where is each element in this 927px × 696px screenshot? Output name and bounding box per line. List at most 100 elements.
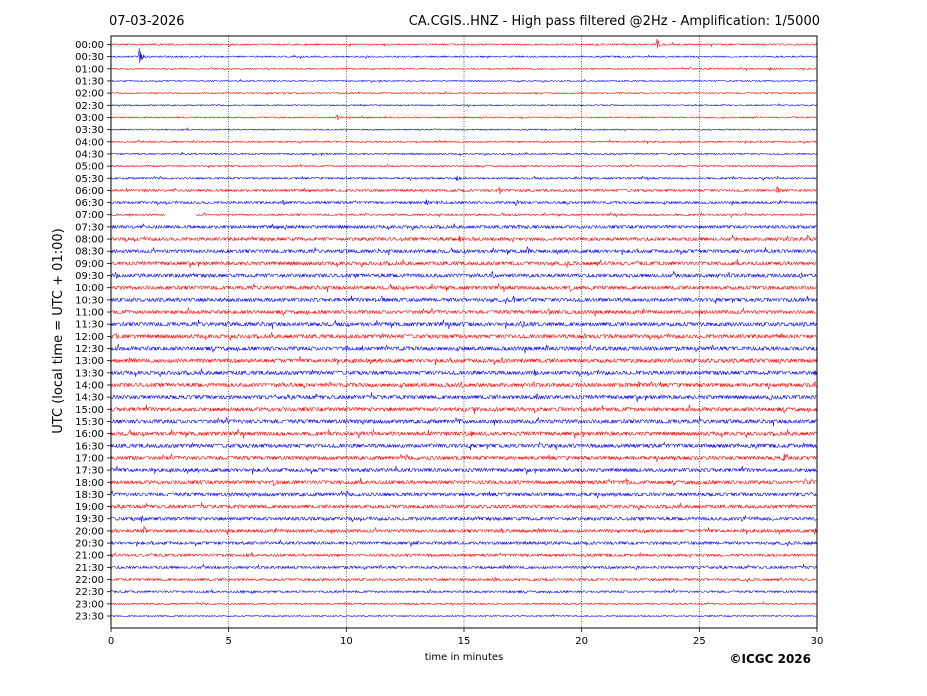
y-tick-label: 20:30 (75, 539, 104, 550)
trace-2030 (110, 539, 817, 547)
trace-2330 (110, 613, 817, 618)
trace-1900 (110, 502, 817, 512)
y-tick-label: 14:30 (75, 393, 104, 404)
y-tick-label: 07:30 (75, 222, 104, 233)
y-tick-label: 22:00 (75, 575, 104, 586)
y-tick-label: 00:30 (75, 52, 104, 63)
y-axis-label: UTC (local time = UTC + 01:00) (51, 228, 66, 433)
chart-date-title: 07-03-2026 (109, 14, 185, 29)
trace-0300 (110, 114, 817, 121)
y-tick-label: 09:30 (75, 271, 104, 282)
y-tick-label: 02:00 (75, 89, 104, 100)
trace-0530 (110, 175, 817, 182)
y-tick-label: 01:30 (75, 76, 104, 87)
trace-0730 (110, 223, 817, 232)
y-tick-label: 12:30 (75, 344, 104, 355)
trace-2230 (110, 588, 817, 595)
x-axis: 0 5 10 15 20 25 30 (108, 628, 824, 647)
trace-0900 (110, 258, 817, 268)
trace-1200 (110, 332, 817, 341)
trace-1930 (110, 515, 817, 523)
trace-1230 (110, 343, 817, 354)
y-tick-label: 06:00 (75, 186, 104, 197)
y-tick-label: 06:30 (75, 198, 104, 209)
trace-0630 (110, 199, 817, 206)
y-tick-label: 08:30 (75, 247, 104, 258)
x-axis-label: time in minutes (425, 652, 504, 663)
y-tick-label: 10:00 (75, 283, 104, 294)
trace-2130 (110, 563, 817, 571)
y-tick-label: 00:00 (75, 40, 104, 51)
y-tick-label: 05:00 (75, 162, 104, 173)
x-tick-label: 25 (693, 636, 706, 647)
y-tick-label: 18:00 (75, 478, 104, 489)
trace-1700 (110, 453, 817, 462)
trace-0430 (110, 151, 817, 157)
trace-1530 (110, 417, 817, 427)
trace-1300 (110, 356, 817, 366)
y-tick-label: 09:00 (75, 259, 104, 270)
x-tick-label: 5 (225, 636, 231, 647)
trace-0700 (110, 211, 817, 218)
x-tick-label: 0 (108, 636, 114, 647)
y-tick-label: 04:30 (75, 149, 104, 160)
trace-1600 (110, 428, 817, 439)
y-tick-label: 22:30 (75, 587, 104, 598)
y-tick-label: 07:00 (75, 210, 104, 221)
trace-0400 (110, 139, 817, 145)
y-tick-label: 16:30 (75, 441, 104, 452)
trace-1100 (110, 307, 817, 317)
y-tick-label: 14:00 (75, 380, 104, 391)
trace-1330 (110, 368, 817, 377)
trace-1830 (110, 490, 817, 499)
trace-2200 (110, 576, 817, 583)
y-tick-label: 15:30 (75, 417, 104, 428)
y-tick-label: 01:00 (75, 64, 104, 75)
y-tick-label: 08:00 (75, 235, 104, 246)
x-tick-label: 30 (811, 636, 824, 647)
copyright-notice: ©ICGC 2026 (729, 652, 811, 666)
trace-1800 (110, 477, 817, 487)
trace-0230 (110, 102, 817, 108)
trace-1000 (110, 283, 817, 293)
y-tick-label: 11:00 (75, 308, 104, 319)
y-tick-label: 02:30 (75, 101, 104, 112)
y-tick-label: 16:00 (75, 429, 104, 440)
trace-1730 (110, 465, 817, 475)
chart-station-title: CA.CGIS..HNZ - High pass filtered @2Hz -… (409, 14, 820, 29)
y-tick-label: 20:00 (75, 526, 104, 537)
trace-0130 (110, 78, 817, 84)
y-tick-label: 03:00 (75, 113, 104, 124)
y-tick-label: 13:00 (75, 356, 104, 367)
y-tick-label: 12:00 (75, 332, 104, 343)
trace-0100 (110, 66, 817, 72)
y-tick-label: 23:30 (75, 612, 104, 623)
x-tick-label: 20 (575, 636, 588, 647)
trace-0200 (110, 91, 817, 96)
trace-0930 (110, 270, 817, 279)
trace-1630 (110, 441, 817, 451)
y-tick-label: 21:00 (75, 551, 104, 562)
y-tick-label: 03:30 (75, 125, 104, 136)
x-tick-label: 10 (340, 636, 353, 647)
y-tick-label: 21:30 (75, 563, 104, 574)
y-tick-label: 23:00 (75, 599, 104, 610)
trace-1130 (110, 319, 817, 330)
axes-frame (110, 35, 818, 629)
trace-0800 (110, 234, 817, 243)
trace-0600 (110, 186, 817, 195)
trace-0500 (110, 163, 817, 169)
trace-2000 (110, 525, 817, 535)
y-tick-label: 10:30 (75, 295, 104, 306)
y-tick-label: 05:30 (75, 174, 104, 185)
y-tick-label: 13:30 (75, 368, 104, 379)
trace-1430 (110, 392, 817, 403)
trace-2300 (110, 601, 817, 607)
trace-1500 (110, 404, 817, 415)
trace-1400 (110, 380, 817, 390)
vertical-gridlines (228, 36, 700, 628)
y-tick-label: 04:00 (75, 137, 104, 148)
trace-0000 (110, 38, 817, 49)
